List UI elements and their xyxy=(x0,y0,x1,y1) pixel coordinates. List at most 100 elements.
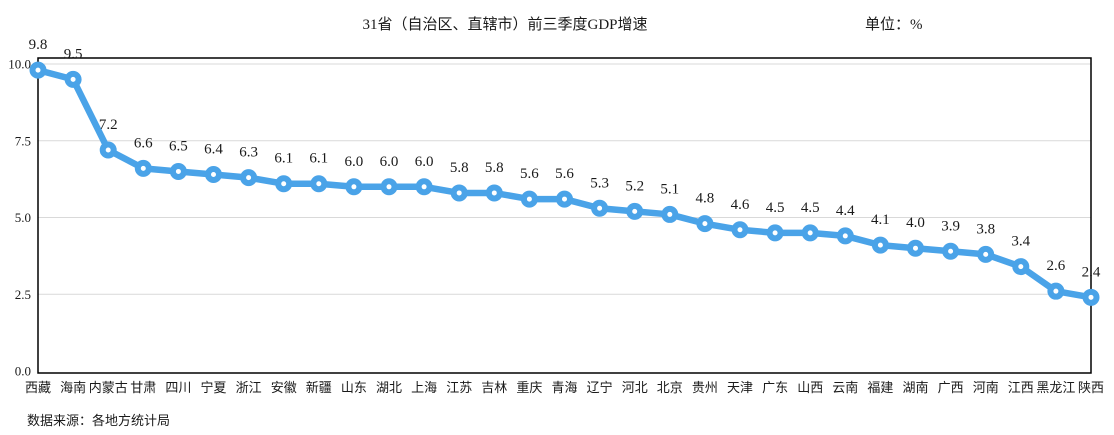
data-point-marker xyxy=(345,178,363,196)
data-point-marker xyxy=(977,245,995,263)
data-point-label: 6.0 xyxy=(415,154,434,170)
x-axis-category-label: 北京 xyxy=(657,380,683,395)
data-point-label: 3.8 xyxy=(976,221,995,237)
data-point-label: 6.1 xyxy=(309,151,328,167)
data-point-marker xyxy=(310,175,328,193)
unit-label: 单位：% xyxy=(865,17,923,33)
x-axis-category-label: 黑龙江 xyxy=(1036,380,1075,395)
x-axis-category-label: 陕西 xyxy=(1078,380,1104,395)
data-point-label: 4.1 xyxy=(871,212,890,228)
x-axis-category-label: 吉林 xyxy=(481,380,507,395)
x-axis-category-label: 山东 xyxy=(341,380,367,395)
data-point-marker xyxy=(450,184,468,202)
data-point-marker xyxy=(907,239,924,257)
data-point-marker xyxy=(29,61,47,79)
x-axis-category-label: 河南 xyxy=(973,380,999,395)
x-axis-category-label: 重庆 xyxy=(516,380,542,395)
data-point-marker xyxy=(591,199,609,217)
data-point-label: 3.9 xyxy=(941,218,960,234)
data-point-marker xyxy=(836,227,854,245)
data-point-label: 6.6 xyxy=(134,135,153,151)
data-point-label: 2.6 xyxy=(1047,258,1066,274)
data-point-label: 5.8 xyxy=(450,160,469,176)
data-point-marker xyxy=(380,178,398,196)
x-axis-category-label: 宁夏 xyxy=(200,380,226,395)
data-point-marker xyxy=(275,175,293,193)
data-point-marker xyxy=(661,205,679,223)
data-point-label: 5.6 xyxy=(555,166,574,182)
data-point-label: 7.2 xyxy=(99,117,118,133)
plot-frame xyxy=(37,57,1092,374)
data-point-label: 6.0 xyxy=(345,154,364,170)
x-axis-category-label: 上海 xyxy=(411,380,437,395)
data-point-marker xyxy=(871,236,889,254)
x-axis-category-label: 福建 xyxy=(867,380,893,395)
data-point-label: 9.8 xyxy=(29,37,48,53)
y-axis-tick-label: 5.0 xyxy=(15,210,31,225)
data-point-label: 6.3 xyxy=(239,145,258,161)
data-point-marker xyxy=(1012,258,1030,276)
x-axis-category-label: 江苏 xyxy=(446,380,472,395)
data-point-label: 3.4 xyxy=(1011,234,1030,250)
x-axis-category-label: 内蒙古 xyxy=(89,380,128,395)
gdp-line-series xyxy=(34,66,1095,301)
chart-title: 31省（自治区、直辖市）前三季度GDP增速 xyxy=(362,17,648,33)
data-point-marker xyxy=(99,141,117,159)
x-axis-category-label: 辽宁 xyxy=(587,380,613,395)
data-point-label: 4.5 xyxy=(766,200,785,216)
data-point-marker xyxy=(485,184,503,202)
x-axis-category-label: 广西 xyxy=(938,380,964,395)
data-point-label: 4.8 xyxy=(696,191,715,207)
x-axis-category-label: 江西 xyxy=(1008,380,1034,395)
x-axis-category-label: 贵州 xyxy=(692,380,718,395)
data-point-marker xyxy=(731,221,749,239)
data-point-marker xyxy=(64,70,82,88)
data-point-marker xyxy=(169,162,187,180)
data-point-label: 6.0 xyxy=(380,154,399,170)
x-axis-category-label: 广东 xyxy=(762,380,788,395)
data-point-marker xyxy=(696,215,714,233)
data-point-label: 5.3 xyxy=(590,175,609,191)
y-axis-tick-label: 7.5 xyxy=(15,133,31,148)
data-point-label: 5.2 xyxy=(625,178,644,194)
source-note: 数据来源：各地方统计局 xyxy=(27,413,171,428)
data-point-marker xyxy=(942,242,960,260)
data-point-marker xyxy=(766,224,784,242)
data-point-marker xyxy=(556,190,573,208)
data-point-marker xyxy=(415,178,433,196)
data-point-label: 5.1 xyxy=(660,181,679,197)
x-axis-category-label: 云南 xyxy=(832,380,858,395)
data-point-label: 4.0 xyxy=(906,215,925,231)
x-axis-category-label: 四川 xyxy=(165,380,191,395)
y-axis-tick-label: 2.5 xyxy=(15,287,31,302)
data-point-label: 4.4 xyxy=(836,203,855,219)
data-point-marker xyxy=(626,202,644,220)
x-axis-category-label: 西藏 xyxy=(25,380,51,395)
data-point-label: 9.5 xyxy=(64,46,83,62)
data-point-label: 4.6 xyxy=(731,197,750,213)
data-point-label: 5.8 xyxy=(485,160,504,176)
x-axis-category-label: 浙江 xyxy=(236,380,262,395)
data-point-label: 6.4 xyxy=(204,142,223,158)
x-axis-category-label: 新疆 xyxy=(306,380,332,395)
data-point-label: 4.5 xyxy=(801,200,820,216)
data-point-marker xyxy=(240,169,258,187)
x-axis-category-label: 湖南 xyxy=(902,380,928,395)
data-point-label: 6.5 xyxy=(169,138,188,154)
x-axis-category-label: 安徽 xyxy=(271,380,297,395)
data-point-label: 2.4 xyxy=(1082,264,1101,280)
x-axis-category-label: 天津 xyxy=(727,380,753,395)
x-axis-category-label: 河北 xyxy=(622,380,648,395)
y-axis-tick-label: 10.0 xyxy=(8,57,31,72)
data-point-marker xyxy=(801,224,819,242)
data-point-marker xyxy=(1082,288,1100,306)
x-axis-category-label: 湖北 xyxy=(376,380,402,395)
data-point-marker xyxy=(520,190,538,208)
x-axis-category-label: 青海 xyxy=(551,380,577,395)
data-point-marker xyxy=(205,166,222,184)
data-point-marker xyxy=(134,159,152,177)
x-axis-category-label: 甘肃 xyxy=(130,380,156,395)
y-axis-tick-label: 0.0 xyxy=(15,364,31,379)
